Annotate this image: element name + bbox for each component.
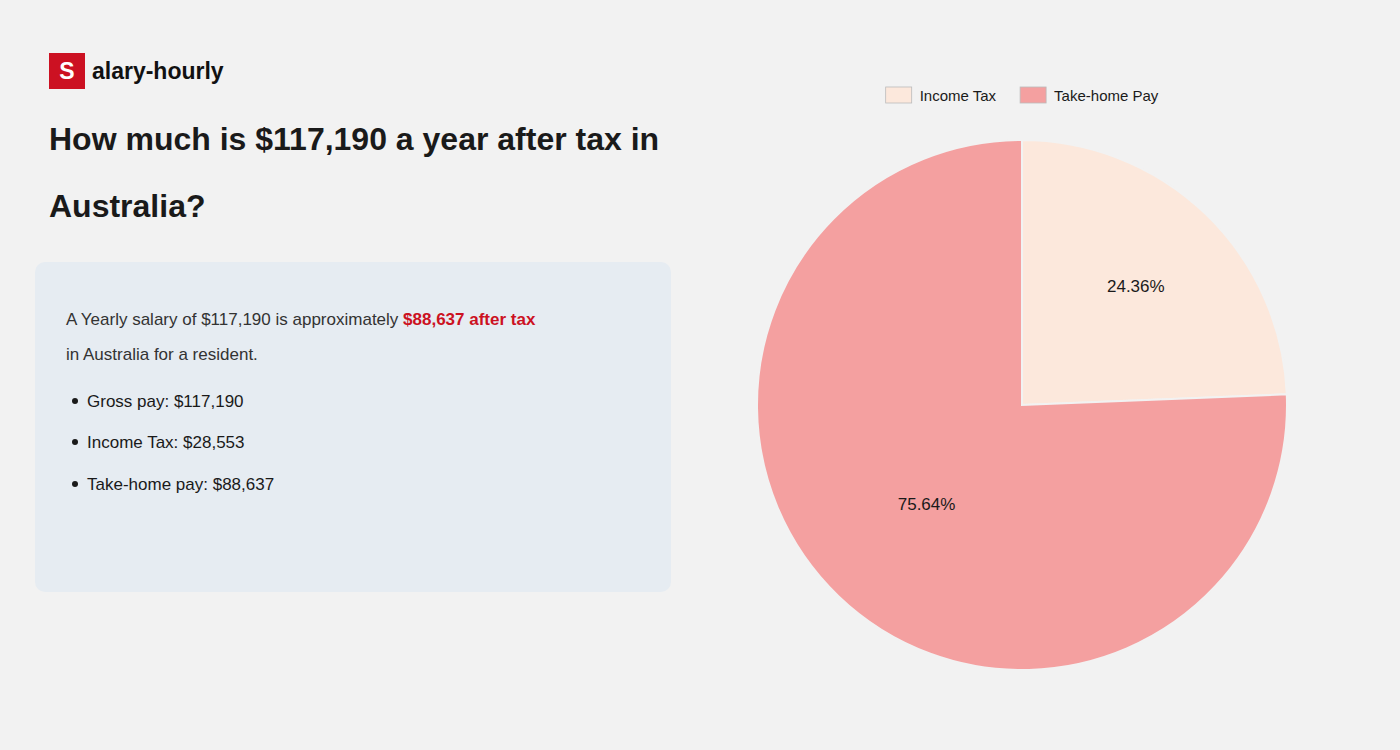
title-line: Australia? xyxy=(49,188,205,224)
info-text: in Australia for a resident. xyxy=(66,345,258,364)
legend-swatch xyxy=(886,87,912,103)
background xyxy=(0,0,1400,750)
title: How much is $117,190 a year after tax in… xyxy=(49,121,659,224)
legend-item: Income Tax xyxy=(886,87,997,104)
title-line: How much is $117,190 a year after tax in xyxy=(49,121,659,157)
bullet-text: Income Tax: $28,553 xyxy=(87,433,245,452)
bullet-text: Take-home pay: $88,637 xyxy=(87,475,274,494)
chart-root: Salary-hourly How much is $117,190 a year… xyxy=(0,0,1400,750)
text-panel: Salary-hourly How much is $117,190 a year… xyxy=(35,53,671,592)
logo-text: alary-hourly xyxy=(92,58,224,84)
bullet-text: Gross pay: $117,190 xyxy=(87,392,244,411)
pie: 24.36% 75.64% xyxy=(757,140,1287,670)
info-text: A Yearly salary of $117,190 is approxima… xyxy=(66,310,403,329)
legend-swatch xyxy=(1020,87,1046,103)
logo-letter: S xyxy=(59,58,74,84)
info-highlight: $88,637 after tax xyxy=(403,310,536,329)
data-label: 75.64% xyxy=(898,495,956,514)
legend-label: Take-home Pay xyxy=(1054,87,1159,104)
legend: Income Tax Take-home Pay xyxy=(886,87,1159,104)
data-label: 24.36% xyxy=(1107,277,1165,296)
bullet-dot xyxy=(72,439,78,445)
logo-box xyxy=(49,53,85,89)
pie-slice xyxy=(757,140,1287,670)
info-line: A Yearly salary of $117,190 is approxima… xyxy=(66,310,536,329)
legend-item: Take-home Pay xyxy=(1020,87,1159,104)
bullet-dot xyxy=(72,398,78,404)
pie-slice xyxy=(1022,140,1287,405)
legend-label: Income Tax xyxy=(920,87,997,104)
bullet-dot xyxy=(72,481,78,487)
info-box xyxy=(35,262,671,592)
